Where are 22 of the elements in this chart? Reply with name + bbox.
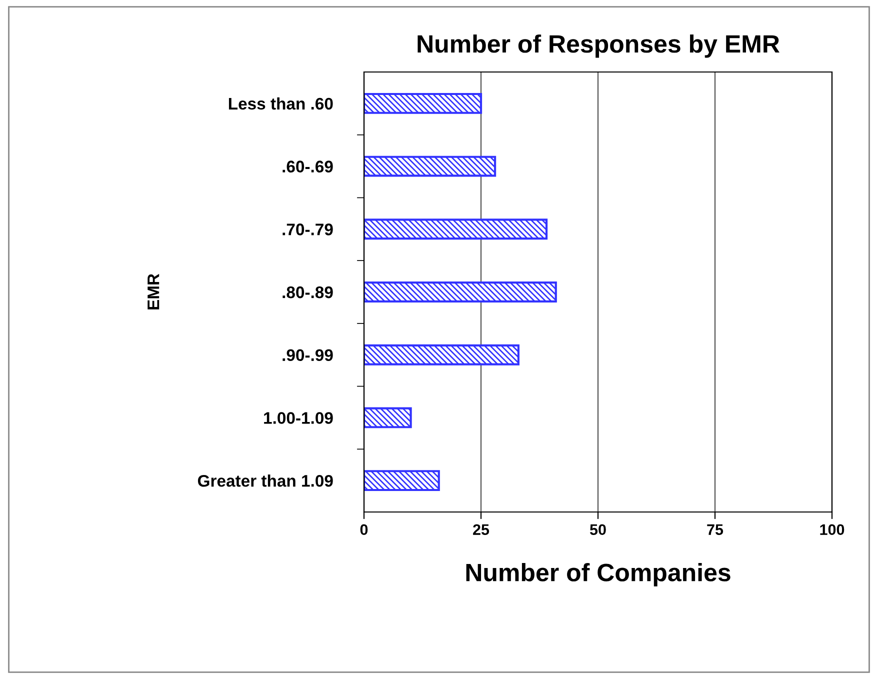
y-tick-label: .70-.79: [282, 224, 333, 236]
bar: [364, 470, 440, 492]
y-tick-label: .80-.89: [282, 286, 333, 298]
y-tick-label: .60-.69: [282, 160, 333, 172]
x-tick-label: 0: [360, 524, 368, 536]
chart-title: Number of Responses by EMR: [418, 34, 780, 58]
bar: [364, 344, 520, 366]
bar: [364, 92, 482, 114]
x-axis-title: Number of Companies: [466, 563, 730, 586]
y-tick-label: Greater than 1.09: [198, 474, 333, 487]
bar: [364, 156, 496, 177]
bar: [364, 218, 548, 240]
x-tick-label: 50: [590, 524, 606, 536]
y-tick-label: 1.00-1.09: [264, 412, 333, 424]
bar: [364, 282, 557, 302]
bar: [364, 407, 412, 428]
y-tick-label: Less than .60: [228, 97, 333, 110]
y-tick-label: .90-.99: [282, 349, 333, 362]
y-axis-title: EMR: [148, 274, 160, 310]
x-tick-label: 25: [473, 524, 490, 536]
x-tick-label: 100: [820, 524, 844, 536]
x-tick-label: 75: [707, 524, 724, 536]
